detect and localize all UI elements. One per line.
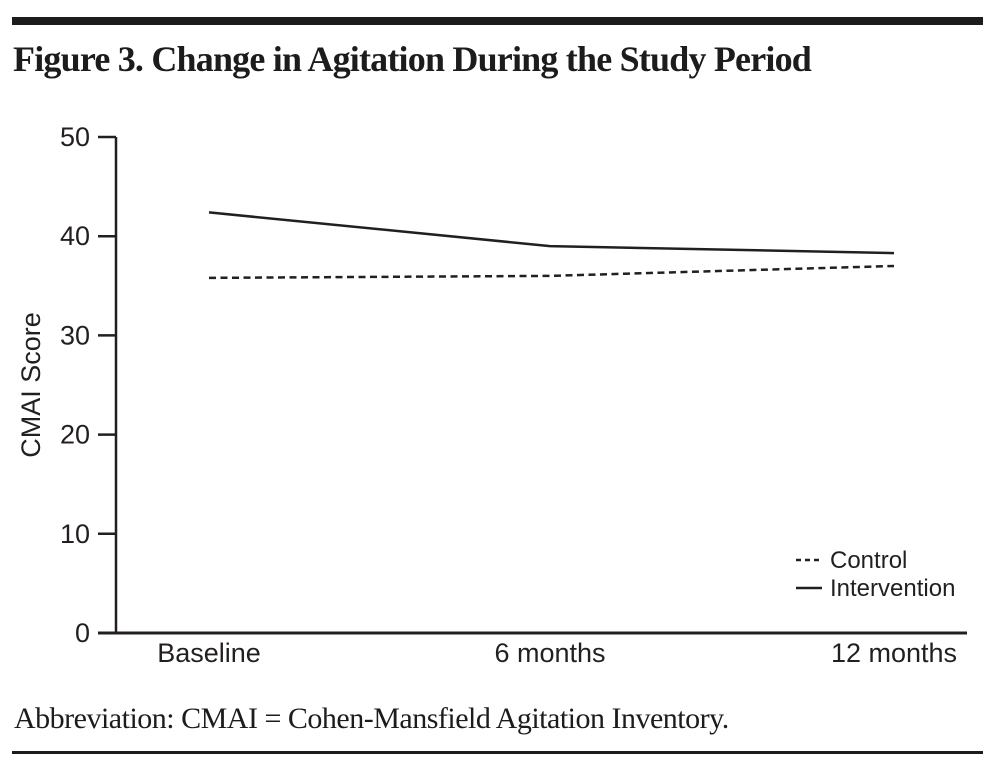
figure-footnote: Abbreviation: CMAI = Cohen-Mansfield Agi… <box>14 702 729 735</box>
y-axis-tick-label: 40 <box>60 221 90 251</box>
x-axis-category-label: 12 months <box>831 638 957 668</box>
y-axis-tick-label: 50 <box>60 122 90 152</box>
y-axis-title: CMAI Score <box>16 312 46 458</box>
x-axis-category-label: Baseline <box>157 638 261 668</box>
y-axis-tick-label: 30 <box>60 320 90 350</box>
legend-intervention-label: Intervention <box>830 575 955 602</box>
intervention-series-line <box>208 211 895 255</box>
y-axis-tick-label: 20 <box>60 420 90 450</box>
legend-control-label: Control <box>830 547 907 574</box>
x-axis-category-label: 6 months <box>494 638 605 668</box>
control-series-line <box>208 264 895 280</box>
y-axis-tick-label: 0 <box>75 618 90 648</box>
figure-title: Figure 3. Change in Agitation During the… <box>13 39 812 79</box>
y-axis-tick-label: 10 <box>60 519 90 549</box>
bottom-divider-rule <box>12 751 983 754</box>
top-divider-bar <box>12 17 983 25</box>
